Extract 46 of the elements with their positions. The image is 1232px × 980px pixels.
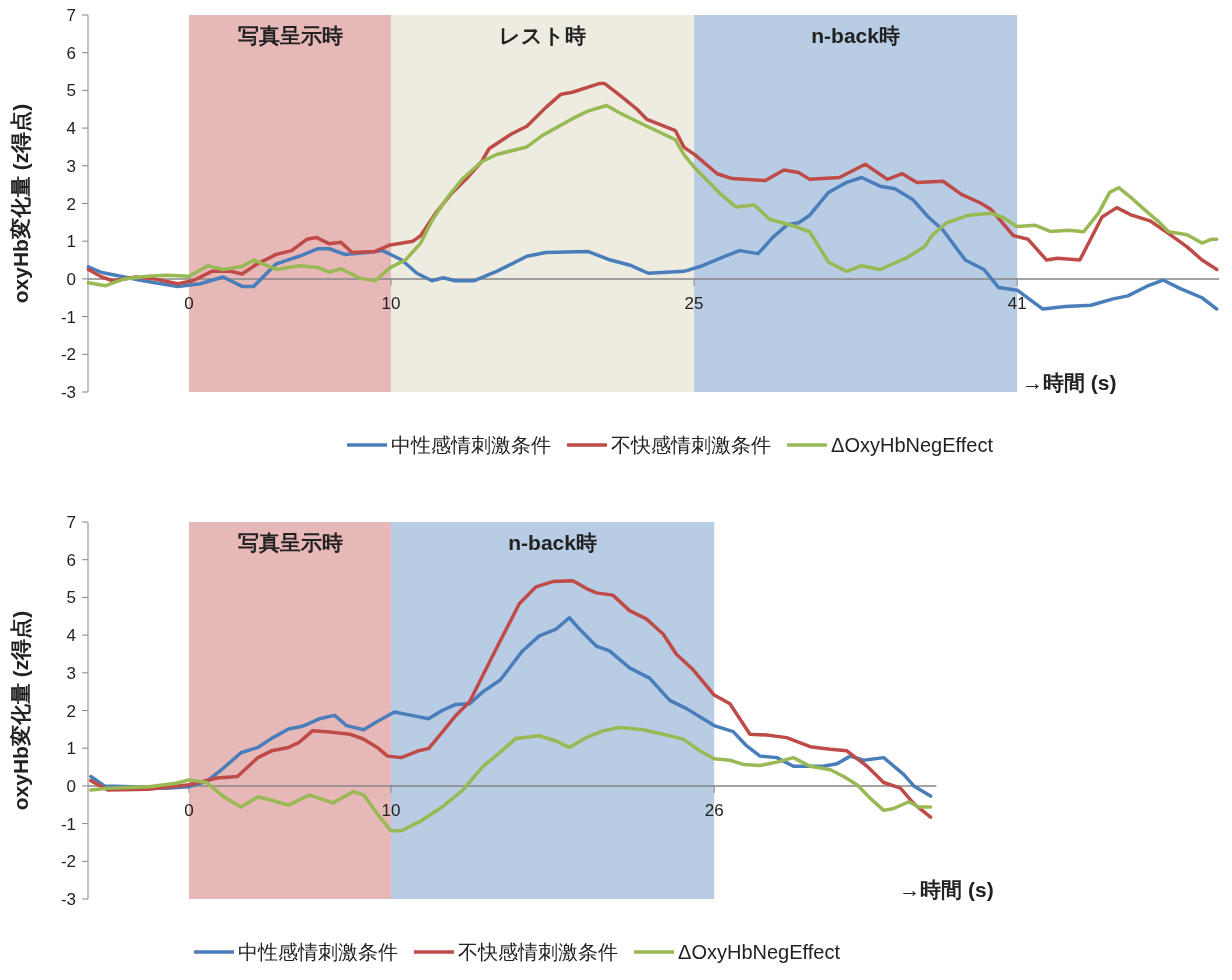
legend-label: ΔOxyHbNegEffect (678, 941, 841, 963)
line-series (89, 725, 933, 833)
x-tick-label: 26 (704, 800, 724, 820)
y-axis-title: oxyHb変化量 (z得点) (9, 610, 33, 811)
y-tick-label: 2 (66, 194, 76, 214)
y-tick-label: 3 (66, 663, 76, 683)
y-tick-label: 3 (66, 156, 76, 176)
legend-label: ΔOxyHbNegEffect (831, 434, 994, 456)
y-tick-label: 4 (66, 626, 76, 646)
y-tick-label: 0 (66, 776, 76, 796)
x-tick-label: 10 (381, 800, 401, 820)
y-axis-title: oxyHb変化量 (z得点) (9, 103, 33, 304)
x-tick-label: 0 (184, 800, 194, 820)
x-axis-title: →時間 (s) (899, 878, 994, 901)
band-label: n-back時 (811, 24, 900, 47)
y-tick-label: 1 (66, 739, 76, 759)
y-tick-label: 6 (66, 43, 76, 63)
band-label: レスト時 (499, 24, 586, 47)
y-tick-label: -2 (60, 852, 76, 872)
y-tick-label: -3 (60, 383, 76, 402)
legend-label: 中性感情刺激条件 (238, 941, 399, 963)
y-tick-label: 4 (66, 119, 76, 139)
legend-label: 中性感情刺激条件 (391, 434, 552, 456)
x-tick-label: 41 (1007, 293, 1027, 313)
legend-label: 不快感情刺激条件 (611, 434, 772, 456)
y-tick-label: 2 (66, 701, 76, 721)
x-axis-title: →時間 (s) (1021, 371, 1117, 394)
y-tick-label: -1 (60, 307, 76, 327)
y-tick-label: -2 (60, 345, 76, 365)
line-series (89, 579, 933, 819)
x-tick-label: 0 (184, 293, 194, 313)
y-tick-label: 6 (66, 550, 76, 570)
band-label: 写真呈示時 (237, 24, 343, 47)
y-tick-label: 7 (66, 6, 76, 25)
y-tick-label: 5 (66, 81, 76, 101)
y-tick-label: 7 (66, 513, 76, 532)
y-tick-label: 0 (66, 269, 76, 289)
band-label: n-back時 (508, 531, 597, 554)
x-tick-label: 25 (684, 293, 704, 313)
y-tick-label: -3 (60, 890, 76, 909)
band-label: 写真呈示時 (237, 531, 343, 554)
y-tick-label: -1 (60, 814, 76, 834)
y-tick-label: 1 (66, 232, 76, 252)
legend-label: 不快感情刺激条件 (458, 941, 619, 963)
y-tick-label: 5 (66, 588, 76, 608)
x-tick-label: 10 (381, 293, 401, 313)
